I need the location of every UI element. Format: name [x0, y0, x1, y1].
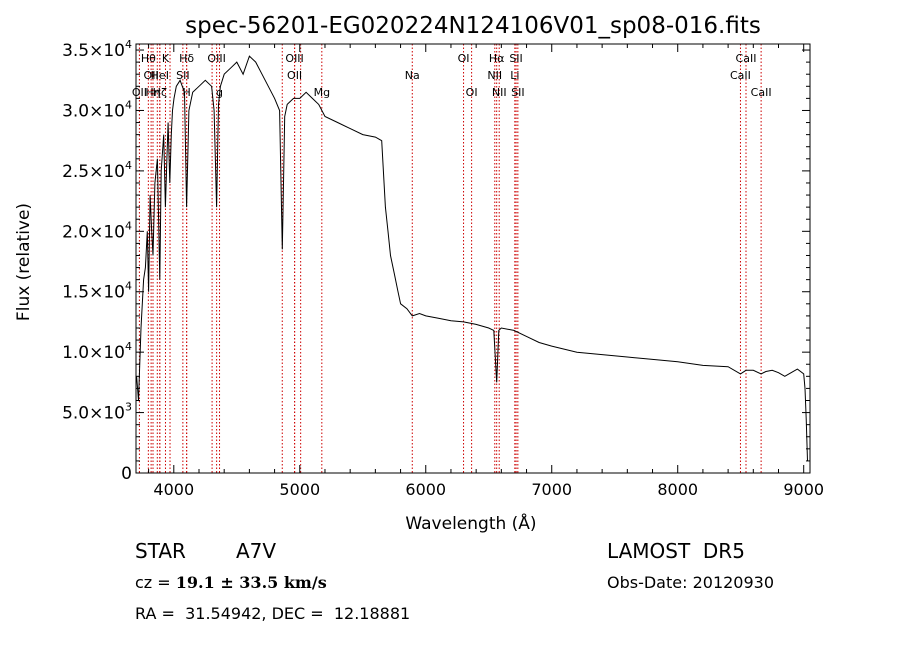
marker-label-31: CaII [751, 86, 772, 99]
spectral-line-labels: OIIHθOIIHηHeIHζKSIIHδHOIIIgOIIIOIIMgNaOI… [132, 52, 772, 99]
y-tick-label-6: 3.0×104 [62, 98, 132, 121]
y-axis: 0 5.0×103 1.0×104 1.5×104 2.0×104 2.5×104 3.0×… [62, 38, 810, 484]
cz-value: 19.1 ± 33.5 km/s [175, 573, 327, 592]
y-tick-label-1: 5.0×103 [62, 401, 132, 424]
y-tick-label-3: 1.5×104 [62, 280, 132, 303]
marker-label-26: Li [510, 69, 519, 82]
x-tick-label-5: 9000 [783, 480, 824, 499]
redshift-line: cz = 19.1 ± 33.5 km/s [135, 573, 327, 592]
plot-frame [135, 43, 811, 474]
x-tick-label-3: 7000 [531, 480, 572, 499]
chart-title: spec-56201-EG020224N124106V01_sp08-016.f… [185, 13, 761, 39]
marker-label-25: NII [492, 86, 507, 99]
marker-label-16: OIII [285, 52, 303, 65]
object-subclass: A7V [236, 539, 277, 563]
marker-label-2: OII [144, 69, 159, 82]
x-axis: 4000 5000 6000 7000 8000 9000 [148, 44, 824, 499]
spectrum-line [136, 55, 808, 461]
marker-label-22: OI [466, 86, 478, 99]
spectral-line-markers [138, 44, 762, 473]
x-tick-label-4: 8000 [657, 480, 698, 499]
survey-name: LAMOST DR5 [607, 539, 745, 563]
y-tick-label-0: 0 [121, 464, 132, 484]
y-tick-label-5: 2.5×104 [62, 159, 132, 182]
marker-label-29: CaII [730, 69, 751, 82]
marker-label-17: OII [287, 69, 302, 82]
marker-label-27: SII [509, 52, 522, 65]
marker-label-13: OIII [207, 52, 225, 65]
y-tick-label-7: 3.5×104 [62, 38, 132, 61]
y-axis-label: Flux (relative) [14, 203, 34, 321]
marker-label-7: K [162, 52, 170, 65]
marker-label-20: Na [405, 69, 420, 82]
marker-label-11: H [183, 86, 191, 99]
marker-label-30: CaII [736, 52, 757, 65]
marker-label-6: Hζ [153, 86, 167, 99]
marker-label-24: Hα [489, 52, 505, 65]
cz-label: cz = [135, 573, 176, 592]
x-tick-label-1: 5000 [279, 480, 320, 499]
x-tick-label-2: 6000 [405, 480, 446, 499]
marker-label-3: Hη [145, 86, 160, 99]
ra-dec-coordinates: RA = 31.54942, DEC = 12.18881 [135, 604, 411, 623]
marker-label-5: HeI [151, 69, 169, 82]
x-tick-label-0: 4000 [153, 480, 194, 499]
marker-label-28: SII [511, 86, 524, 99]
marker-label-21: OI [458, 52, 470, 65]
marker-label-10: Hδ [179, 52, 194, 65]
marker-label-19: Mg [314, 86, 330, 99]
observation-date: Obs-Date: 20120930 [607, 573, 775, 592]
x-axis-label: Wavelength (Å) [405, 512, 536, 534]
marker-label-1: Hθ [141, 52, 156, 65]
y-tick-label-4: 2.0×104 [62, 219, 132, 242]
object-class: STAR [135, 539, 186, 563]
y-tick-label-2: 1.0×104 [62, 340, 132, 363]
marker-label-23: NII [487, 69, 502, 82]
marker-label-9: SII [176, 69, 189, 82]
